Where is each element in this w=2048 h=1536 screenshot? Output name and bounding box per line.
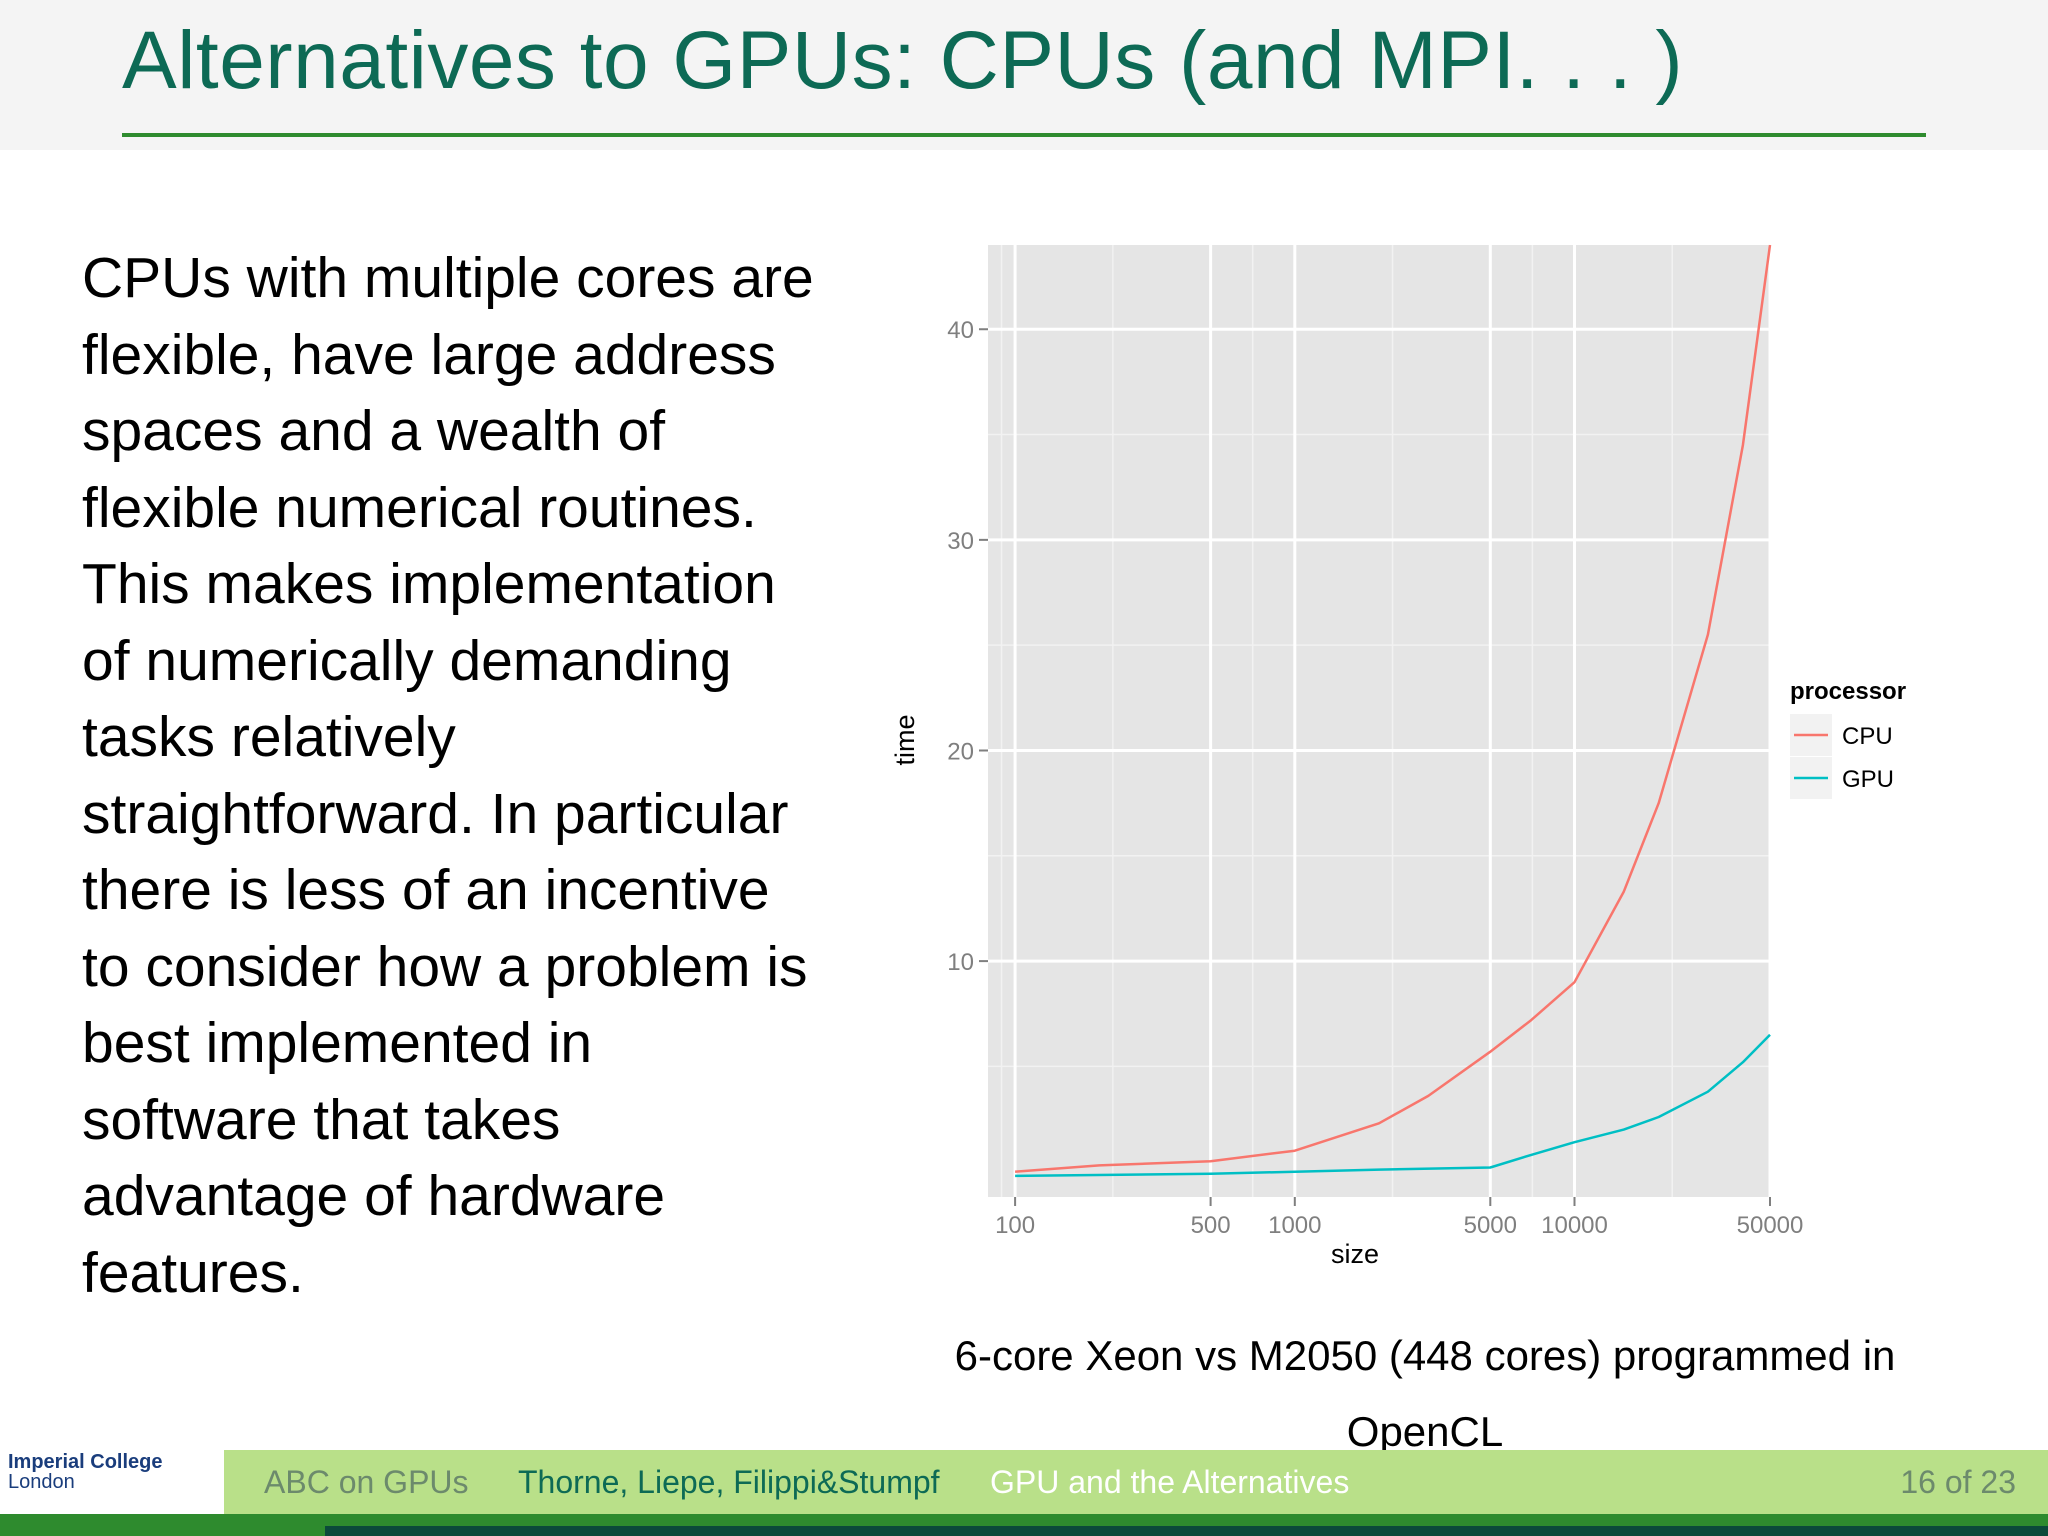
footer-bar: ABC on GPUs Thorne, Liepe, Filippi&Stump… bbox=[224, 1450, 2048, 1514]
footer-progress-strip bbox=[325, 1526, 2048, 1536]
legend-label-cpu: CPU bbox=[1842, 723, 1893, 750]
footer-authors: Thorne, Liepe, Filippi&Stumpf bbox=[518, 1464, 940, 1500]
x-tick-label: 10000 bbox=[1541, 1212, 1608, 1239]
legend-label-gpu: GPU bbox=[1842, 766, 1894, 793]
y-tick-label: 10 bbox=[947, 949, 974, 976]
x-tick-label: 50000 bbox=[1737, 1212, 1804, 1239]
y-tick-label: 20 bbox=[947, 738, 974, 765]
x-axis-label: size bbox=[1331, 1239, 1379, 1269]
series-line-cpu bbox=[1015, 244, 1772, 1173]
title-underline bbox=[122, 133, 1926, 137]
legend-title: processor bbox=[1790, 678, 1906, 705]
footer-section: GPU and the Alternatives bbox=[990, 1464, 1350, 1500]
plot-panel bbox=[988, 245, 1770, 1197]
legend: processor CPU GPU bbox=[1790, 678, 1906, 799]
x-tick-label: 500 bbox=[1191, 1212, 1231, 1239]
series-line-gpu bbox=[1015, 1033, 1771, 1178]
slide-title: Alternatives to GPUs: CPUs (and MPI. . .… bbox=[122, 15, 1684, 106]
title-bar: Alternatives to GPUs: CPUs (and MPI. . .… bbox=[0, 0, 2048, 150]
footer-page-number: 16 of 23 bbox=[1900, 1464, 2016, 1500]
imperial-college-logo: Imperial College London bbox=[8, 1452, 218, 1492]
minor-gridlines bbox=[988, 245, 1770, 1197]
x-axis: 100 500 1000 5000 10000 50000 bbox=[995, 1197, 1803, 1239]
x-tick-label: 1000 bbox=[1268, 1212, 1321, 1239]
x-tick-label: 5000 bbox=[1464, 1212, 1517, 1239]
chart-caption: 6-core Xeon vs M2050 (448 cores) program… bbox=[954, 1332, 1896, 1455]
logo-line-2: London bbox=[8, 1471, 75, 1493]
x-tick-label: 100 bbox=[995, 1212, 1035, 1239]
major-gridlines bbox=[988, 245, 1772, 1197]
footer-short-title: ABC on GPUs bbox=[264, 1464, 469, 1500]
series-lines bbox=[1015, 244, 1772, 1178]
line-chart: 10 20 30 40 100 500 1000 5000 10000 50000 size t… bbox=[890, 244, 1906, 1269]
logo-line-1: Imperial College bbox=[8, 1451, 163, 1473]
y-tick-label: 30 bbox=[947, 528, 974, 555]
body-paragraph: CPUs with multiple cores are flexible, h… bbox=[82, 246, 814, 1305]
y-axis: 10 20 30 40 bbox=[947, 317, 988, 976]
y-axis-title: time bbox=[890, 714, 920, 765]
y-tick-label: 40 bbox=[947, 317, 974, 344]
